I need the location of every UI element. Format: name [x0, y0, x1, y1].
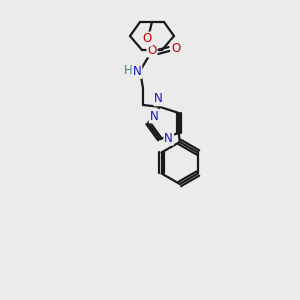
Text: N: N — [150, 110, 158, 122]
Text: H: H — [124, 64, 132, 76]
Text: O: O — [142, 32, 152, 46]
Text: O: O — [147, 44, 157, 56]
Text: O: O — [171, 41, 181, 55]
Text: N: N — [133, 65, 141, 78]
Text: N: N — [154, 92, 163, 105]
Text: N: N — [164, 132, 173, 145]
